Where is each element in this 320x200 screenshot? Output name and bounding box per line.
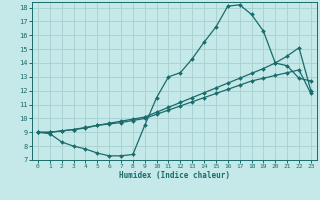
X-axis label: Humidex (Indice chaleur): Humidex (Indice chaleur) (119, 171, 230, 180)
